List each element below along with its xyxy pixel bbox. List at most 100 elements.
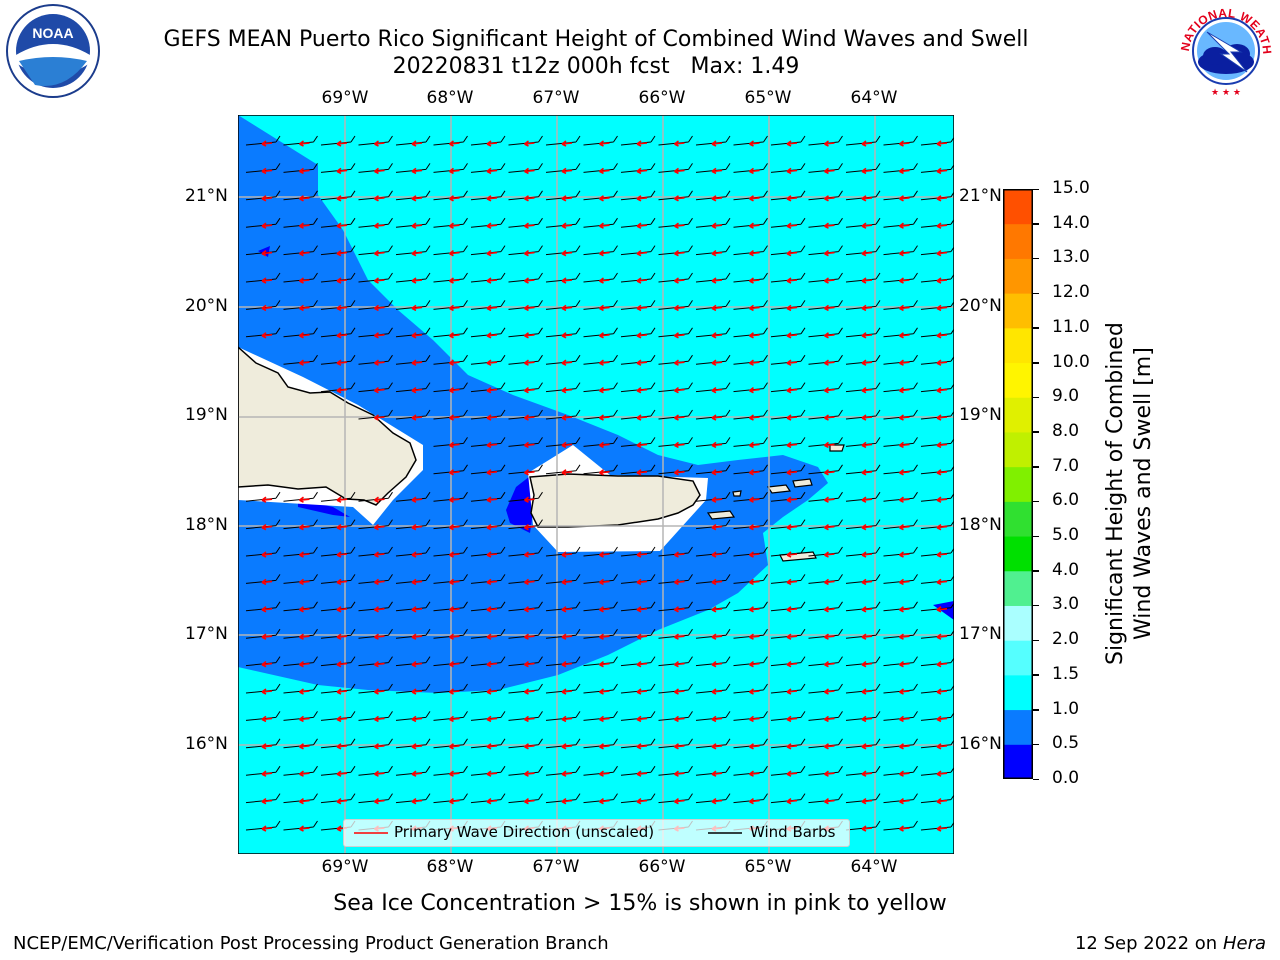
wave-direction-arrow [374, 715, 385, 723]
wave-direction-arrow [899, 770, 910, 777]
lon-label-top: 66°W [638, 88, 686, 108]
wave-direction-arrow [561, 304, 573, 312]
wave-direction-arrow [449, 140, 460, 147]
wave-direction-arrow [899, 469, 910, 476]
wave-direction-arrow [299, 743, 310, 750]
wave-direction-arrow [486, 414, 498, 421]
colorbar-tick-mark [1033, 674, 1039, 676]
wave-direction-arrow [486, 496, 498, 503]
wave-direction-arrow [449, 332, 460, 339]
wave-direction-arrow [524, 606, 535, 613]
colorbar-tick-label: 6.0 [1052, 490, 1080, 511]
wave-direction-arrow [336, 660, 348, 668]
wave-direction-arrow [299, 332, 310, 339]
colorbar-tick-label: 3.0 [1052, 594, 1080, 615]
wave-direction-arrow [786, 332, 798, 339]
wave-direction-arrow [711, 523, 723, 531]
wave-direction-arrow [411, 386, 423, 394]
wave-direction-arrow [711, 304, 723, 312]
wave-direction-arrow [636, 249, 648, 257]
lat-label-right: 21°N [959, 186, 1002, 206]
wave-direction-arrow [599, 167, 610, 175]
wave-direction-arrow [561, 277, 573, 284]
wave-direction-arrow [936, 167, 948, 175]
wave-direction-arrow [374, 195, 385, 202]
wave-direction-arrow [674, 688, 685, 695]
wave-direction-arrow [374, 277, 385, 284]
wave-direction-arrow [674, 140, 685, 147]
wave-direction-arrow [411, 797, 423, 805]
colorbar-segment [1003, 258, 1033, 294]
wave-direction-arrow [899, 606, 910, 613]
wave-direction-arrow [824, 304, 835, 312]
wave-direction-arrow [599, 304, 610, 312]
wave-direction-arrow [261, 222, 273, 229]
wave-direction-arrow [449, 660, 460, 668]
lon-label-bottom: 65°W [744, 857, 792, 877]
wave-direction-arrow [861, 688, 873, 695]
lat-label-right: 19°N [959, 405, 1002, 425]
wave-direction-arrow [936, 249, 948, 257]
colorbar-segment [1003, 327, 1033, 364]
wave-direction-arrow [936, 222, 948, 229]
wave-direction-arrow [899, 743, 910, 750]
wave-direction-arrow [599, 195, 610, 202]
ocean-dark-contour [506, 473, 534, 533]
wave-direction-arrow [411, 743, 423, 750]
wave-direction-arrow [411, 578, 423, 586]
wave-direction-arrow [449, 222, 460, 229]
wave-direction-arrow [786, 578, 798, 586]
wave-direction-arrow [636, 332, 648, 339]
wave-direction-arrow [674, 441, 685, 449]
wave-direction-arrow [711, 222, 723, 229]
wave-direction-arrow [486, 441, 498, 449]
wave-direction-arrow [261, 606, 273, 613]
colorbar-tick-mark [1033, 743, 1039, 746]
wave-direction-arrow [411, 551, 423, 558]
wave-direction-arrow [861, 715, 873, 723]
wave-direction-arrow [936, 523, 948, 531]
wave-direction-arrow [261, 167, 273, 175]
wave-direction-arrow [524, 195, 535, 202]
wave-direction-arrow [486, 578, 498, 586]
wave-direction-arrow [411, 359, 423, 366]
wave-direction-arrow [524, 414, 535, 421]
wave-direction-arrow [486, 770, 498, 777]
wave-direction-arrow [449, 633, 460, 640]
wave-direction-arrow [936, 770, 948, 777]
lat-label-left: 18°N [185, 515, 228, 535]
date-value: 12 Sep 2022 on [1074, 933, 1218, 954]
wave-direction-arrow [824, 167, 835, 175]
wave-direction-arrow [824, 332, 835, 339]
wave-direction-arrow [336, 359, 348, 366]
wave-direction-arrow [824, 743, 835, 750]
wave-direction-arrow [561, 414, 573, 421]
wave-direction-arrow [561, 359, 573, 366]
wave-direction-arrow [861, 743, 873, 750]
wave-direction-arrow [486, 715, 498, 723]
wave-direction-arrow [936, 715, 948, 723]
wave-direction-arrow [299, 249, 310, 257]
colorbar-segment [1003, 431, 1033, 468]
wave-direction-arrow [749, 304, 760, 312]
colorbar-segment [1003, 674, 1033, 711]
wave-direction-arrow [711, 441, 723, 449]
wave-direction-arrow [261, 304, 273, 312]
colorbar-segment [1003, 223, 1033, 259]
wave-direction-arrow [749, 688, 760, 695]
wave-direction-arrow [824, 195, 835, 202]
wave-direction-arrow [374, 578, 385, 586]
wave-direction-arrow [749, 715, 760, 723]
wave-direction-arrow [524, 578, 535, 586]
wave-direction-arrow [449, 496, 460, 503]
wave-direction-arrow [899, 633, 910, 640]
wave-direction-arrow [524, 770, 535, 777]
wave-direction-arrow [824, 277, 835, 284]
wave-direction-arrow [749, 551, 760, 558]
colorbar-tick-label: 4.0 [1052, 559, 1080, 580]
wave-direction-arrow [711, 359, 723, 366]
legend-primary-wave: Primary Wave Direction (unscaled) [394, 823, 655, 841]
wave-direction-arrow [674, 578, 685, 586]
wave-direction-arrow [786, 551, 798, 558]
wave-direction-arrow [636, 606, 648, 613]
